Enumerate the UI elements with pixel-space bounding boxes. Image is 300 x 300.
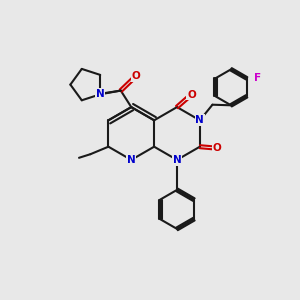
Text: N: N xyxy=(196,115,204,125)
Text: O: O xyxy=(213,143,222,153)
Text: N: N xyxy=(127,155,136,165)
Text: O: O xyxy=(187,89,196,100)
Text: N: N xyxy=(96,89,105,99)
Text: F: F xyxy=(254,73,262,83)
Text: N: N xyxy=(172,155,182,165)
Text: O: O xyxy=(131,71,140,81)
